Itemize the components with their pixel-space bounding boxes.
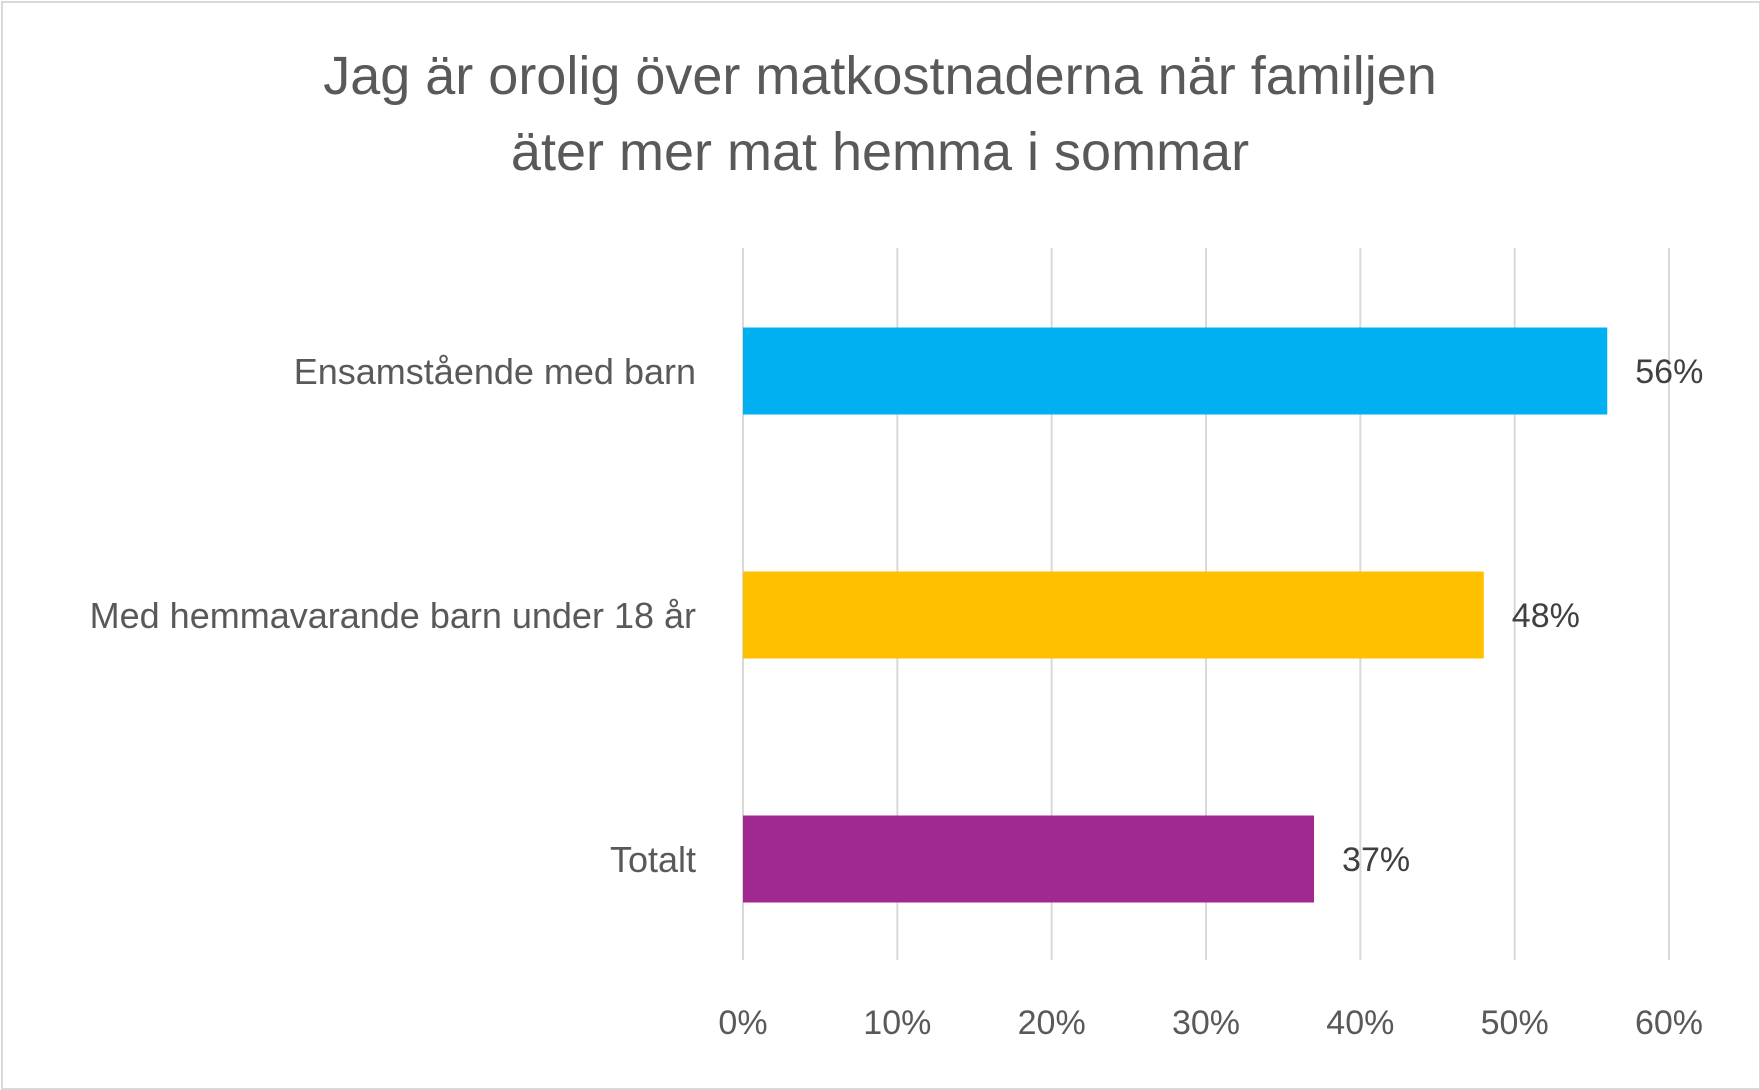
bars [743,327,1608,903]
chart-title: Jag är orolig över matkostnaderna när fa… [0,38,1760,190]
data-label: 56% [1635,353,1703,391]
bar [743,815,1315,903]
bar [743,571,1484,659]
x-tick-label: 20% [1018,1004,1086,1042]
x-tick-label: 0% [718,1004,767,1042]
category-label: Ensamstående med barn [294,351,696,392]
chart-title-line-1: Jag är orolig över matkostnaderna när fa… [323,46,1437,106]
data-label: 48% [1512,597,1580,635]
x-axis-tick-labels: 0% 10% 20% 30% 40% 50% 60% [718,1004,1703,1042]
x-tick-label: 40% [1326,1004,1394,1042]
data-label: 37% [1342,841,1410,879]
category-labels: Ensamstående med barn Med hemmavarande ba… [90,351,696,880]
x-tick-label: 30% [1172,1004,1240,1042]
category-label: Totalt [610,839,696,880]
chart-title-line-2: äter mer mat hemma i sommar [510,122,1250,182]
bar [743,327,1608,415]
category-label: Med hemmavarande barn under 18 år [90,595,696,636]
x-tick-label: 60% [1635,1004,1703,1042]
data-labels: 56% 48% 37% [1342,353,1703,879]
x-tick-label: 50% [1481,1004,1549,1042]
x-tick-label: 10% [863,1004,931,1042]
